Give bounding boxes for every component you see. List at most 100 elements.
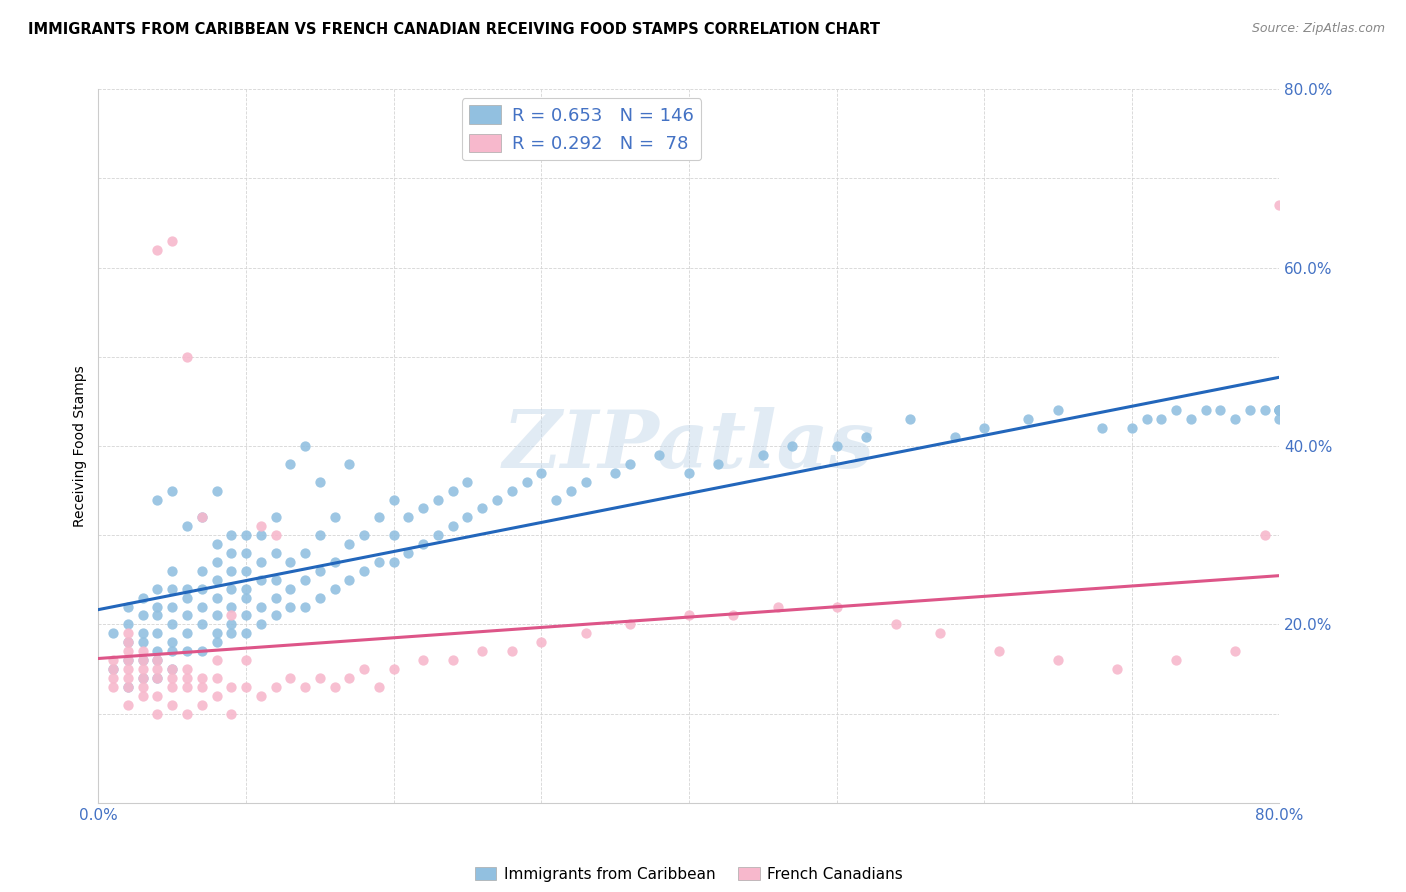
Y-axis label: Receiving Food Stamps: Receiving Food Stamps (73, 365, 87, 527)
Point (427, 492, 450, 507)
Point (162, 680, 183, 694)
Point (294, 546, 316, 560)
Point (278, 582, 302, 596)
Point (205, 689, 228, 703)
Point (132, 626, 155, 640)
Point (309, 564, 332, 578)
Point (250, 555, 273, 569)
Point (1046, 403, 1069, 417)
Point (117, 635, 139, 649)
Point (162, 234, 183, 248)
Point (278, 457, 302, 471)
Point (146, 626, 169, 640)
Point (191, 582, 214, 596)
Point (191, 680, 214, 694)
Text: Source: ZipAtlas.com: Source: ZipAtlas.com (1251, 22, 1385, 36)
Point (176, 350, 198, 364)
Point (205, 608, 228, 623)
Point (235, 546, 257, 560)
Point (1180, 412, 1202, 426)
Point (146, 599, 169, 614)
Point (117, 644, 139, 658)
Point (530, 635, 553, 649)
Point (294, 573, 316, 587)
Point (235, 564, 257, 578)
Point (235, 653, 257, 667)
Point (1268, 403, 1291, 417)
Point (309, 671, 332, 685)
Point (1164, 403, 1187, 417)
Point (382, 662, 405, 676)
Point (205, 671, 228, 685)
Point (146, 653, 169, 667)
Point (162, 582, 183, 596)
Point (309, 591, 332, 605)
Point (117, 680, 139, 694)
Point (235, 608, 257, 623)
Point (1105, 662, 1128, 676)
Point (117, 698, 139, 712)
Point (176, 626, 198, 640)
Point (1223, 644, 1246, 658)
Point (1268, 412, 1291, 426)
Point (1268, 403, 1291, 417)
Point (117, 653, 139, 667)
Point (884, 617, 907, 632)
Point (471, 501, 494, 516)
Point (146, 644, 169, 658)
Point (323, 582, 346, 596)
Point (132, 608, 155, 623)
Point (619, 457, 641, 471)
Point (1150, 412, 1173, 426)
Point (530, 466, 553, 480)
Point (132, 635, 155, 649)
Point (219, 608, 242, 623)
Point (162, 483, 183, 498)
Point (574, 626, 596, 640)
Point (368, 680, 391, 694)
Point (219, 564, 242, 578)
Point (456, 475, 478, 489)
Point (278, 555, 302, 569)
Point (456, 510, 478, 524)
Point (103, 680, 125, 694)
Point (1195, 403, 1218, 417)
Point (678, 608, 700, 623)
Point (471, 644, 494, 658)
Point (191, 698, 214, 712)
Point (1268, 403, 1291, 417)
Point (219, 617, 242, 632)
Point (162, 564, 183, 578)
Point (928, 626, 950, 640)
Point (441, 519, 464, 533)
Point (309, 528, 332, 542)
Point (544, 492, 567, 507)
Point (219, 582, 242, 596)
Point (250, 519, 273, 533)
Point (176, 644, 198, 658)
Point (162, 599, 183, 614)
Point (368, 555, 391, 569)
Point (264, 546, 287, 560)
Point (250, 599, 273, 614)
Point (1164, 653, 1187, 667)
Point (162, 662, 183, 676)
Point (1121, 421, 1143, 435)
Legend: Immigrants from Caribbean, French Canadians: Immigrants from Caribbean, French Canadi… (468, 861, 910, 888)
Point (191, 644, 214, 658)
Point (619, 617, 641, 632)
Point (162, 698, 183, 712)
Point (205, 653, 228, 667)
Point (678, 466, 700, 480)
Point (176, 680, 198, 694)
Point (205, 573, 228, 587)
Point (648, 448, 671, 462)
Point (574, 475, 596, 489)
Point (235, 528, 257, 542)
Point (176, 671, 198, 685)
Point (323, 510, 346, 524)
Point (103, 662, 125, 676)
Point (900, 412, 922, 426)
Point (382, 528, 405, 542)
Point (219, 706, 242, 721)
